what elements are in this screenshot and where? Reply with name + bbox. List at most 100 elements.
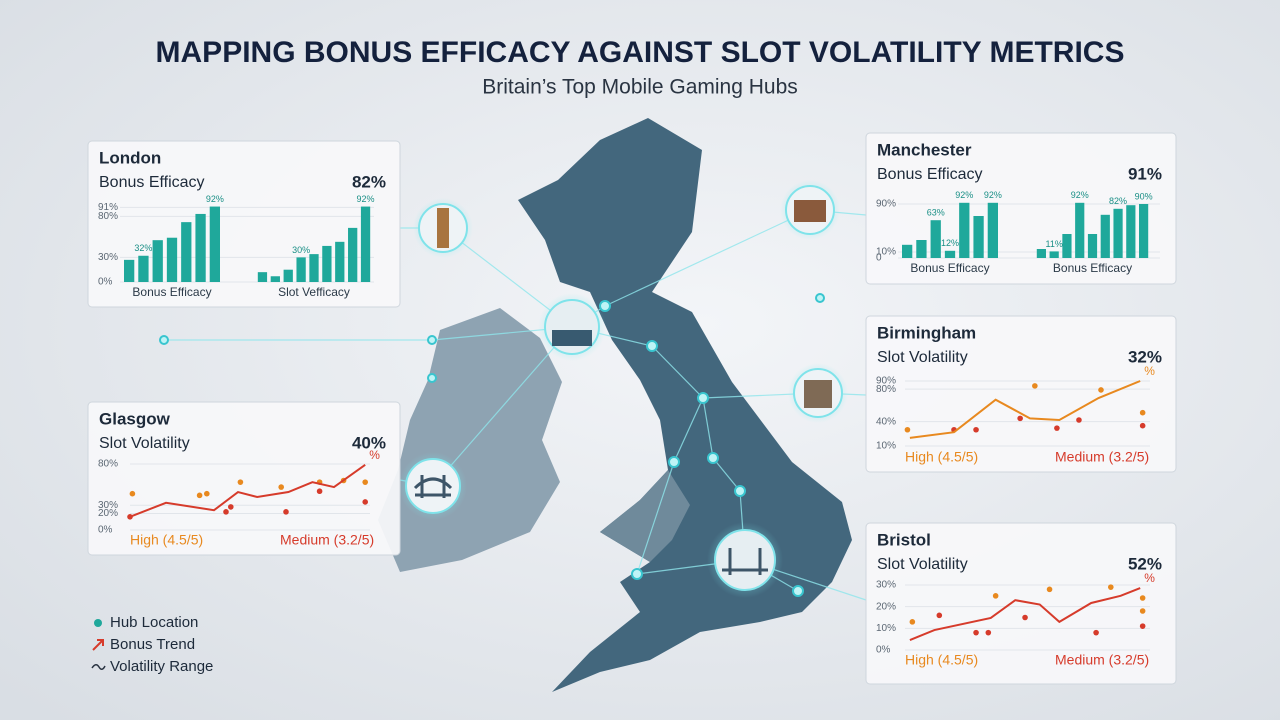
headline-value: 40% [352, 433, 386, 452]
value-label: 92% [357, 194, 375, 204]
panel-title: Glasgow [99, 409, 171, 428]
bar [360, 206, 371, 282]
end-label: % [1144, 364, 1155, 378]
panel-title: Manchester [877, 140, 972, 159]
panel-title: Birmingham [877, 323, 976, 342]
data-point [316, 488, 323, 495]
panel [865, 522, 1177, 685]
title: MAPPING BONUS EFFICACY AGAINST SLOT VOLA… [156, 36, 1125, 69]
bar [257, 272, 268, 282]
y-tick-label: 0% [98, 525, 113, 536]
data-point [228, 504, 234, 510]
bar [166, 237, 178, 282]
data-point [237, 479, 244, 485]
y-tick-label: 90% [876, 199, 896, 210]
y-tick-label: 20% [876, 601, 896, 612]
y-tick-label: 40% [876, 416, 896, 427]
data-point [1139, 422, 1146, 429]
group-label: Slot Vefficacy [278, 285, 350, 299]
y-tick-label: 20% [98, 508, 118, 519]
hub [714, 529, 776, 591]
legend-label: Medium (3.2/5) [1055, 652, 1149, 668]
headline-value: 52% [1128, 554, 1162, 573]
data-point [196, 492, 203, 499]
data-point [362, 479, 369, 485]
hub-icons [399, 180, 848, 598]
y-tick-label: 91% [98, 202, 118, 213]
hub-dot [159, 335, 169, 345]
data-point [973, 426, 979, 433]
legend-swatch [94, 619, 102, 627]
panel-metric: Slot Volatility [99, 435, 190, 452]
subtitle: Britain’s Top Mobile Gaming Hubs [482, 76, 798, 99]
icon [722, 548, 768, 575]
bar [181, 222, 192, 282]
data-point [278, 484, 285, 490]
hub-dot [668, 456, 680, 468]
legend-label: Medium (3.2/5) [280, 532, 374, 548]
data-point [973, 629, 979, 636]
bar [270, 276, 280, 282]
bar [209, 206, 220, 282]
bar [973, 216, 984, 258]
panel-metric: Bonus Efficacy [877, 166, 983, 183]
hub-dot [427, 373, 437, 383]
legend-label: High (4.5/5) [130, 532, 203, 548]
bar [1049, 251, 1059, 258]
data-point [936, 612, 943, 619]
data-point [1108, 584, 1114, 590]
data-point [1022, 614, 1028, 621]
group-label: Bonus Efficacy [132, 285, 211, 299]
bar [959, 202, 970, 258]
data-point [129, 490, 136, 497]
data-point [985, 629, 992, 636]
bar [944, 250, 956, 258]
panel [865, 132, 1177, 285]
data-point [283, 509, 289, 515]
bar [1126, 205, 1136, 258]
y-tick-label: 10% [876, 247, 896, 258]
wales [600, 470, 690, 562]
y-tick-label: 80% [98, 459, 118, 470]
hub-dot [646, 340, 658, 352]
end-label: % [1144, 571, 1155, 585]
value-label: 92% [955, 190, 973, 200]
value-label: 92% [984, 190, 1002, 200]
y-tick-label: 0% [876, 645, 891, 656]
group-label: Bonus Efficacy [910, 261, 989, 275]
bar [902, 244, 913, 258]
bar [348, 227, 358, 282]
icon [413, 475, 453, 498]
bar [1100, 214, 1110, 258]
headline-value: 82% [352, 172, 386, 191]
value-label: 30% [292, 245, 310, 255]
panel [87, 401, 401, 556]
value-label: 11% [1045, 239, 1062, 249]
panel-metric: Bonus Efficacy [99, 174, 205, 191]
bar [1075, 202, 1085, 258]
hub-dot [697, 392, 709, 404]
bar [309, 254, 319, 282]
panel-metric: Slot Volatility [877, 349, 968, 366]
legend-label: High (4.5/5) [905, 449, 978, 465]
bar [1139, 204, 1149, 258]
value-label: 12% [941, 238, 959, 248]
legend-label: Hub Location [110, 614, 198, 631]
bar [152, 240, 163, 282]
bar [930, 220, 941, 258]
data-point [1093, 629, 1099, 636]
data-point [1098, 387, 1104, 393]
data-point [904, 426, 911, 433]
hub-dot [734, 485, 746, 497]
value-label: 63% [927, 208, 945, 218]
y-tick-label: 30% [98, 252, 118, 263]
bar [987, 202, 998, 258]
value-label: 92% [1071, 190, 1089, 200]
panel-title: Bristol [877, 530, 931, 549]
icon [552, 330, 592, 346]
hub-dot [631, 568, 643, 580]
icon [804, 380, 832, 408]
legend-label: Bonus Trend [110, 636, 195, 653]
value-label: 82% [1109, 196, 1127, 206]
data-point [204, 490, 210, 497]
